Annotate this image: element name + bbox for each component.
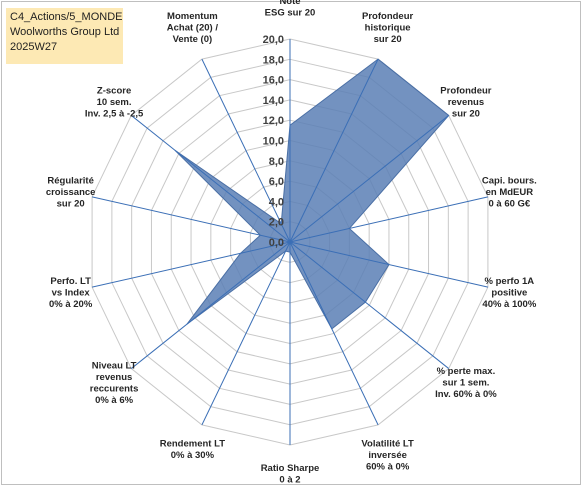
axis-label-10-line-1: Niveau LT [92,360,137,371]
axis-label-4-line-1: Capi. bours. [482,176,537,187]
axis-label-5-line-3: 40% à 100% [482,299,536,310]
axis-label-11-line-2: vs Index [52,287,91,298]
axis-label-12-line-1: Régularité [47,176,93,187]
axis-label-13-line-3: Inv. 2,5 à -2,5 [85,108,144,119]
axis-label-5-line-2: positive [491,287,527,298]
spoke-6 [289,241,450,369]
spoke-7 [289,241,379,426]
axis-label-13: Z-score 10 sem. Inv. 2,5 à -2,5 [85,85,144,119]
axis-label-8: Ratio Sharpe 0 à 2 [261,463,320,486]
axis-label-3-line-1: Profondeur [440,85,491,96]
axis-label-7-line-3: 60% à 0% [366,462,410,473]
axis-label-2-line-3: sur 20 [374,34,402,45]
tick-label-1: 2,0 [269,217,284,229]
tick-label-6: 12,0 [263,115,284,127]
axis-label-11-line-1: Perfo. LT [50,276,91,287]
axis-label-12-line-2: croissance [46,187,96,198]
axis-label-7-line-2: inversée [368,450,407,461]
spoke-9 [201,241,291,426]
axis-label-2: Profondeur historique sur 20 [362,11,413,45]
tick-label-3: 6,0 [269,176,284,188]
axis-label-3-line-2: revenus [448,97,484,108]
title-line-3: 2025W27 [10,41,58,53]
axis-label-6: % perte max. sur 1 sem. Inv. 60% à 0% [435,366,497,400]
axis-label-12-line-3: sur 20 [57,199,85,210]
axis-label-1-line-2: ESG sur 20 [265,8,316,19]
spoke-13 [130,115,291,243]
axis-label-13-line-1: Z-score [97,85,131,96]
axis-label-10-line-4: 0% à 6% [95,395,134,406]
axis-label-9-line-2: 0% à 30% [171,450,215,461]
title-line-2: Woolworths Group Ltd [10,26,120,38]
axis-label-9-line-1: Rendement LT [160,439,225,450]
axis-label-8-line-2: 0 à 2 [279,475,300,486]
axis-label-6-line-2: sur 1 sem. [442,378,489,389]
spoke-14 [201,58,291,243]
spoke-4 [289,196,489,243]
spoke-11 [91,241,291,288]
tick-label-8: 16,0 [263,75,284,87]
axis-label-10-line-2: revenus [96,372,132,383]
axis-label-14-line-3: Vente (0) [173,34,213,45]
tick-label-2: 4,0 [269,196,284,208]
spoke-3 [289,115,450,243]
spoke-12 [91,196,291,243]
chart-title-box: C4_Actions/5_MONDE Woolworths Group Ltd … [6,8,123,64]
axis-label-2-line-2: historique [365,22,411,33]
axis-label-10-line-3: reccurents [90,383,139,394]
tick-label-4: 8,0 [269,156,284,168]
axis-label-11: Perfo. LT vs Index 0% à 20% [49,276,93,310]
tick-label-7: 14,0 [263,95,284,107]
spoke-10 [130,241,291,369]
axis-label-3-line-3: sur 20 [452,108,480,119]
spoke-2 [289,58,379,243]
axis-label-8-line-1: Ratio Sharpe [261,463,320,474]
axis-label-10: Niveau LT revenus reccurents 0% à 6% [90,360,139,406]
axis-label-4-line-2: en MdEUR [486,187,534,198]
axis-label-14-line-2: Achat (20) / [167,22,219,33]
axis-label-9: Rendement LT 0% à 30% [160,439,225,462]
axis-label-3: Profondeur revenus sur 20 [440,85,491,119]
axis-label-11-line-3: 0% à 20% [49,299,93,310]
axis-label-7-line-1: Volatilité LT [361,439,414,450]
axis-label-1: Note ESG sur 20 [265,0,316,19]
spoke-5 [289,241,489,288]
title-line-1: C4_Actions/5_MONDE [10,11,123,23]
axis-label-14-line-1: Momentum [167,11,218,22]
axis-label-14: Momentum Achat (20) / Vente (0) [167,11,219,45]
axis-label-1-line-1: Note [279,0,300,7]
tick-label-5: 10,0 [263,136,284,148]
axis-label-6-line-3: Inv. 60% à 0% [435,389,497,400]
axis-label-12: Régularité croissance sur 20 [46,176,96,210]
axis-label-5-line-1: % perfo 1A [485,276,535,287]
axis-label-5: % perfo 1A positive 40% à 100% [482,276,536,310]
axis-label-4: Capi. bours. en MdEUR 0 à 60 G€ [482,176,537,210]
axis-label-6-line-1: % perte max. [437,366,496,377]
tick-label-10: 20,0 [263,34,284,46]
tick-label-0: 0,0 [269,237,284,249]
axis-label-7: Volatilité LT inversée 60% à 0% [361,439,414,473]
axis-label-2-line-1: Profondeur [362,11,413,22]
axis-label-4-line-3: 0 à 60 G€ [488,199,530,210]
tick-label-9: 18,0 [263,54,284,66]
axis-label-13-line-2: 10 sem. [97,97,132,108]
